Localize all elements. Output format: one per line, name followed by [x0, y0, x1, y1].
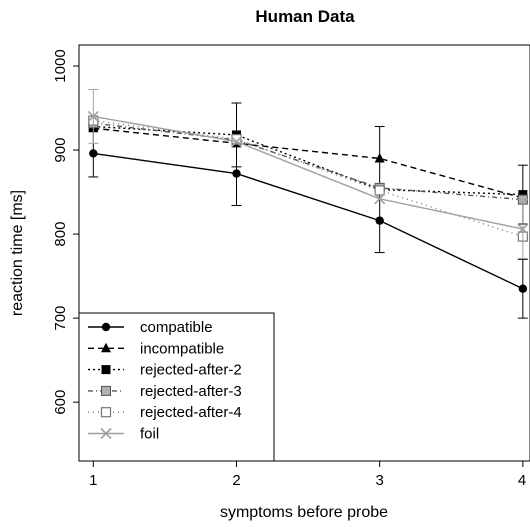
- x-axis: 1 2 3 4: [89, 461, 526, 489]
- legend-item: foil: [88, 426, 159, 443]
- data-point: [230, 136, 243, 148]
- x-tick-label: 4: [518, 472, 526, 489]
- legend-swatch-marker: [100, 427, 112, 440]
- y-axis-label: reaction time [ms]: [9, 190, 26, 316]
- data-point: [375, 216, 384, 225]
- series-line: [93, 127, 524, 199]
- y-tick-label: 800: [52, 222, 69, 247]
- marker-stroke: [230, 136, 243, 148]
- series-line: [93, 122, 523, 201]
- legend-label: foil: [140, 426, 159, 443]
- legend-swatch-marker: [100, 407, 112, 418]
- x-tick-label: 3: [375, 472, 383, 489]
- marker-stroke: [374, 193, 386, 205]
- data-point: [518, 284, 528, 293]
- legend-label: rejected-after-4: [140, 404, 242, 421]
- data-point: [374, 193, 386, 205]
- y-tick-label: 600: [52, 390, 69, 415]
- chart-title: Human Data: [255, 7, 355, 26]
- legend-box: [78, 312, 275, 462]
- x-tick-label: 1: [89, 472, 97, 489]
- legend-swatch-marker: [101, 342, 111, 353]
- legend-item: rejected-after-2: [88, 362, 242, 379]
- series-line: [93, 152, 524, 290]
- data-point: [374, 152, 385, 163]
- series-line: [93, 125, 523, 196]
- data-point: [374, 185, 385, 196]
- y-tick-label: 900: [52, 138, 69, 163]
- marker-stroke: [517, 223, 529, 235]
- legend-swatch-marker: [101, 322, 111, 332]
- series-compatible: [88, 129, 528, 319]
- x-tick-label: 2: [232, 472, 240, 489]
- y-axis: 600 700 800 900 1000: [52, 49, 79, 415]
- legend-swatch-marker: [101, 385, 111, 396]
- data-point: [89, 149, 98, 158]
- data-point: [232, 169, 241, 178]
- series-foil: [87, 89, 529, 259]
- marker-stroke: [87, 110, 99, 123]
- y-tick-label: 1000: [52, 49, 69, 82]
- legend-label: incompatible: [140, 340, 224, 357]
- data-point: [231, 134, 242, 145]
- data-point: [87, 110, 99, 123]
- legend-item: rejected-after-3: [88, 383, 242, 400]
- data-point: [517, 223, 529, 235]
- legend-item: compatible: [88, 319, 213, 336]
- legend-item: incompatible: [88, 340, 224, 357]
- x-axis-label: symptoms before probe: [220, 504, 388, 521]
- series-line: [93, 115, 523, 230]
- legend-item: rejected-after-4: [88, 404, 242, 421]
- series-line: [93, 119, 524, 238]
- data-point: [518, 190, 528, 200]
- y-tick-label: 700: [52, 306, 69, 331]
- legend-label: rejected-after-3: [140, 383, 242, 400]
- marker-stroke: [100, 427, 112, 440]
- plot-frame: [78, 44, 530, 462]
- legend: compatible incompatible rejected-after-2 re…: [78, 312, 275, 462]
- legend-label: compatible: [140, 319, 213, 336]
- legend-swatch-marker: [101, 365, 111, 375]
- chart-title-group: Human Data: [255, 7, 355, 26]
- series-layer: [87, 89, 529, 319]
- legend-label: rejected-after-2: [140, 362, 242, 379]
